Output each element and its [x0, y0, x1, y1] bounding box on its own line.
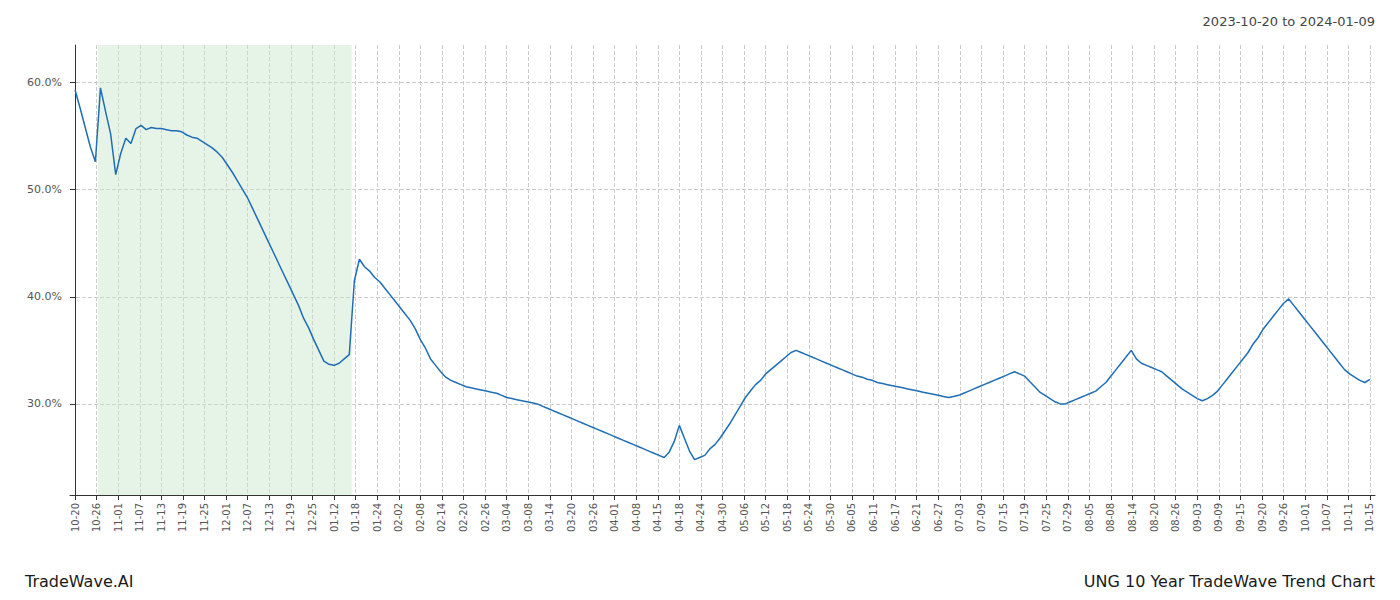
svg-text:10-26: 10-26 — [91, 503, 102, 532]
svg-text:11-01: 11-01 — [113, 503, 124, 532]
svg-text:08-08: 08-08 — [1105, 503, 1116, 532]
svg-text:09-03: 09-03 — [1192, 503, 1203, 532]
svg-text:02-26: 02-26 — [480, 503, 491, 532]
svg-text:03-08: 03-08 — [523, 503, 534, 532]
svg-text:03-04: 03-04 — [501, 503, 512, 532]
svg-text:08-05: 08-05 — [1084, 503, 1095, 532]
svg-text:07-09: 07-09 — [976, 503, 987, 532]
svg-text:07-29: 07-29 — [1062, 503, 1073, 532]
svg-text:09-09: 09-09 — [1213, 503, 1224, 532]
svg-text:04-08: 04-08 — [631, 503, 642, 532]
svg-text:30.0%: 30.0% — [27, 397, 62, 410]
svg-text:12-25: 12-25 — [307, 503, 318, 532]
svg-text:06-11: 06-11 — [868, 503, 879, 532]
svg-text:04-15: 04-15 — [652, 503, 663, 532]
svg-text:10-20: 10-20 — [70, 503, 81, 532]
svg-text:09-15: 09-15 — [1235, 503, 1246, 532]
svg-text:01-24: 01-24 — [372, 503, 383, 532]
svg-text:12-13: 12-13 — [264, 503, 275, 532]
svg-text:01-12: 01-12 — [329, 503, 340, 532]
svg-text:12-01: 12-01 — [221, 503, 232, 532]
svg-text:10-15: 10-15 — [1364, 503, 1375, 532]
svg-text:05-12: 05-12 — [760, 503, 771, 532]
svg-text:02-02: 02-02 — [393, 503, 404, 532]
svg-text:07-19: 07-19 — [1019, 503, 1030, 532]
svg-text:05-30: 05-30 — [825, 503, 836, 532]
svg-text:07-15: 07-15 — [998, 503, 1009, 532]
svg-text:06-05: 06-05 — [846, 503, 857, 532]
svg-text:09-20: 09-20 — [1257, 503, 1268, 532]
svg-text:11-13: 11-13 — [156, 503, 167, 532]
svg-text:11-25: 11-25 — [199, 503, 210, 532]
svg-text:UNG 10 Year TradeWave Trend Ch: UNG 10 Year TradeWave Trend Chart — [1084, 572, 1375, 591]
svg-text:05-06: 05-06 — [739, 503, 750, 532]
svg-text:06-21: 06-21 — [911, 503, 922, 532]
svg-text:01-18: 01-18 — [350, 503, 361, 532]
svg-text:10-11: 10-11 — [1343, 503, 1354, 532]
svg-text:08-26: 08-26 — [1170, 503, 1181, 532]
svg-text:06-17: 06-17 — [890, 503, 901, 532]
svg-text:12-07: 12-07 — [242, 503, 253, 532]
svg-text:08-14: 08-14 — [1127, 503, 1138, 532]
svg-text:40.0%: 40.0% — [27, 290, 62, 303]
svg-text:04-30: 04-30 — [717, 503, 728, 532]
svg-text:11-07: 11-07 — [134, 503, 145, 532]
svg-text:02-20: 02-20 — [458, 503, 469, 532]
svg-text:06-27: 06-27 — [933, 503, 944, 532]
svg-text:08-20: 08-20 — [1149, 503, 1160, 532]
svg-text:02-14: 02-14 — [436, 503, 447, 532]
svg-text:2023-10-20 to 2024-01-09: 2023-10-20 to 2024-01-09 — [1203, 14, 1375, 29]
svg-text:09-26: 09-26 — [1278, 503, 1289, 532]
svg-text:03-26: 03-26 — [588, 503, 599, 532]
svg-text:05-24: 05-24 — [803, 503, 814, 532]
svg-text:05-18: 05-18 — [782, 503, 793, 532]
svg-text:11-19: 11-19 — [177, 503, 188, 532]
svg-text:03-14: 03-14 — [544, 503, 555, 532]
svg-text:04-01: 04-01 — [609, 503, 620, 532]
svg-text:07-03: 07-03 — [954, 503, 965, 532]
svg-text:10-07: 10-07 — [1321, 503, 1332, 532]
svg-text:03-20: 03-20 — [566, 503, 577, 532]
svg-text:60.0%: 60.0% — [27, 76, 62, 89]
svg-text:02-08: 02-08 — [415, 503, 426, 532]
svg-text:04-18: 04-18 — [674, 503, 685, 532]
svg-text:10-01: 10-01 — [1300, 503, 1311, 532]
svg-text:TradeWave.AI: TradeWave.AI — [24, 572, 133, 591]
svg-text:50.0%: 50.0% — [27, 183, 62, 196]
svg-text:04-24: 04-24 — [695, 503, 706, 532]
svg-text:12-19: 12-19 — [285, 503, 296, 532]
svg-text:07-25: 07-25 — [1041, 503, 1052, 532]
